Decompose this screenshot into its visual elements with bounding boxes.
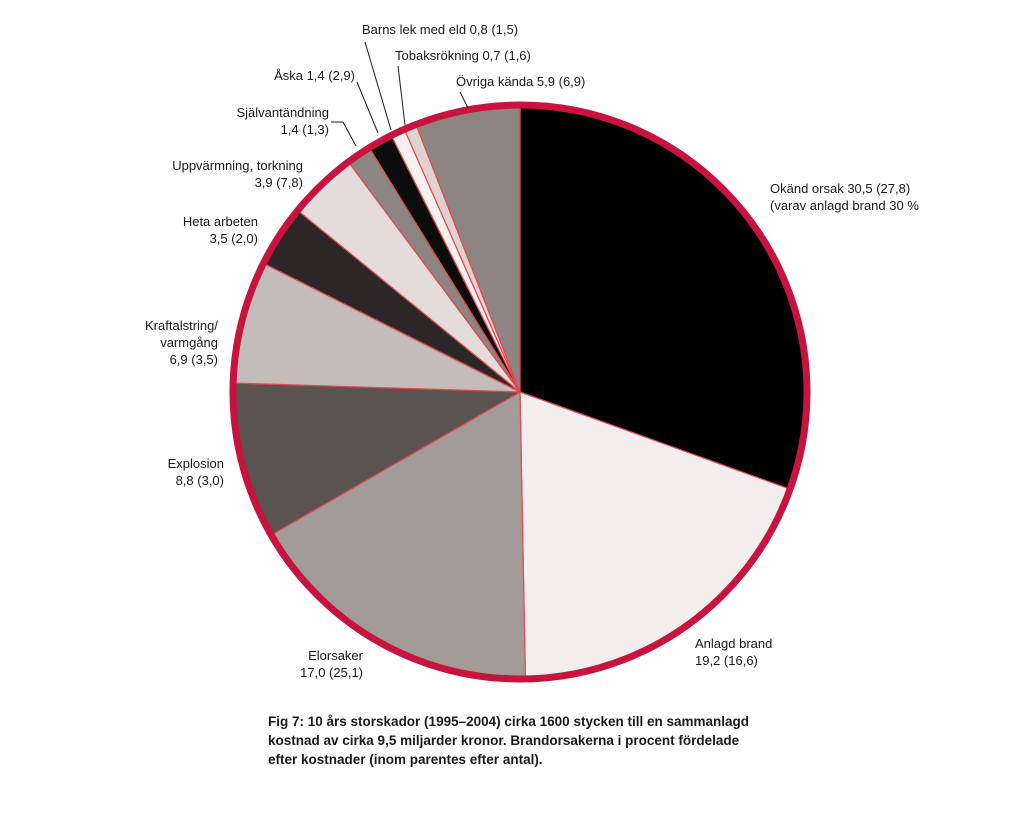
slice-label-line: Anlagd brand	[695, 636, 772, 651]
slice-label-ovriga-kanda: Övriga kända 5,9 (6,9)	[456, 74, 585, 89]
leader-line-sjalvantandning-1	[342, 121, 357, 147]
slice-label-line: 1,4 (1,3)	[281, 122, 329, 137]
leader-line-tobaksrokning	[397, 65, 406, 126]
slice-label-line: 8,8 (3,0)	[176, 473, 224, 488]
slice-label-line: 19,2 (16,6)	[695, 653, 758, 668]
slice-label-line: Elorsaker	[308, 648, 364, 663]
slice-label-explosion: Explosion 8,8 (3,0)	[168, 456, 224, 488]
slice-label-line: Okänd orsak 30,5 (27,8)	[770, 181, 910, 196]
slice-label-elorsaker: Elorsaker 17,0 (25,1)	[300, 648, 364, 680]
slice-label-barns-lek-med-eld: Barns lek med eld 0,8 (1,5)	[362, 22, 518, 37]
slice-label-line: Självantändning	[236, 105, 329, 120]
slice-label-line: Kraftalstring/	[145, 318, 218, 333]
figure-caption: Fig 7: 10 års storskador (1995–2004) cir…	[268, 714, 750, 767]
slice-label-uppvarmning-torkning: Uppvärmning, torkning 3,9 (7,8)	[172, 158, 303, 190]
slice-label-line: Uppvärmning, torkning	[172, 158, 303, 173]
slice-label-line: 3,5 (2,0)	[210, 231, 258, 246]
slice-label-line: 17,0 (25,1)	[300, 665, 363, 680]
slice-label-line: Tobaksrökning 0,7 (1,6)	[395, 48, 531, 63]
slice-label-line: (varav anlagd brand 30 %	[770, 198, 919, 213]
slice-label-line: Explosion	[168, 456, 224, 471]
slice-label-line: Åska 1,4 (2,9)	[274, 68, 355, 83]
slice-label-anlagd-brand: Anlagd brand 19,2 (16,6)	[695, 636, 772, 668]
slice-label-line: Heta arbeten	[183, 214, 258, 229]
leader-line-barns-lek-med-eld	[364, 41, 392, 131]
slice-label-heta-arbeten: Heta arbeten 3,5 (2,0)	[183, 214, 258, 246]
slice-label-line: varmgång	[160, 335, 218, 350]
slice-label-okand-orsak: Okänd orsak 30,5 (27,8) (varav anlagd bra…	[770, 181, 919, 213]
slice-label-kraftalstring-varmgang: Kraftalstring/varmgång 6,9 (3,5)	[145, 318, 218, 367]
slice-label-tobaksrokning: Tobaksrökning 0,7 (1,6)	[395, 48, 531, 63]
slice-label-sjalvantandning: Självantändning 1,4 (1,3)	[236, 105, 329, 137]
slice-label-line: Barns lek med eld 0,8 (1,5)	[362, 22, 518, 37]
slice-label-line: 6,9 (3,5)	[170, 352, 218, 367]
slice-label-aska: Åska 1,4 (2,9)	[274, 68, 355, 83]
leader-line-ovriga-kanda	[459, 91, 469, 109]
slice-label-line: Övriga kända 5,9 (6,9)	[456, 74, 585, 89]
slice-label-line: 3,9 (7,8)	[255, 175, 303, 190]
leader-line-aska	[356, 81, 379, 134]
pie-rim	[229, 101, 811, 683]
